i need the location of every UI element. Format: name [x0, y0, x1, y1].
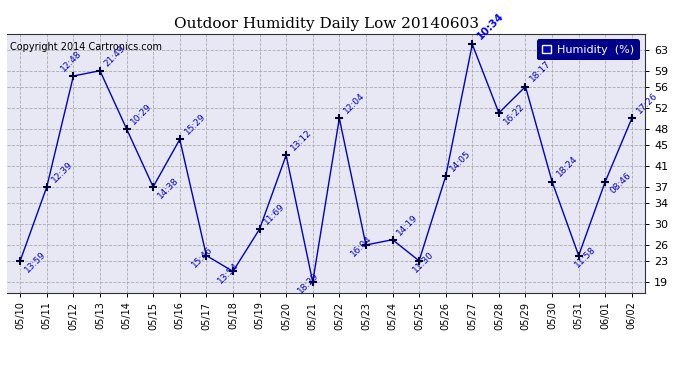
Text: 15:29: 15:29 [183, 112, 207, 136]
Text: 11:30: 11:30 [411, 250, 435, 275]
Legend: Humidity  (%): Humidity (%) [537, 39, 640, 60]
Text: 18:24: 18:24 [555, 154, 580, 179]
Text: 10:34: 10:34 [475, 11, 506, 42]
Text: Copyright 2014 Cartronics.com: Copyright 2014 Cartronics.com [10, 42, 162, 51]
Text: 14:38: 14:38 [156, 176, 181, 201]
Text: 12:39: 12:39 [50, 159, 74, 184]
Text: 18:17: 18:17 [529, 59, 553, 84]
Text: 12:04: 12:04 [342, 91, 366, 116]
Text: 13:12: 13:12 [289, 128, 313, 152]
Title: Outdoor Humidity Daily Low 20140603: Outdoor Humidity Daily Low 20140603 [173, 17, 479, 31]
Text: 14:19: 14:19 [395, 212, 420, 237]
Text: 16:04: 16:04 [349, 234, 374, 259]
Text: 15:46: 15:46 [190, 245, 215, 269]
Text: 11:69: 11:69 [262, 202, 287, 226]
Text: 11:58: 11:58 [573, 245, 598, 269]
Text: 17:26: 17:26 [635, 91, 659, 116]
Text: 08:46: 08:46 [608, 171, 633, 195]
Text: 18:29: 18:29 [296, 271, 321, 296]
Text: 21:49: 21:49 [103, 44, 127, 68]
Text: 13:59: 13:59 [23, 250, 48, 275]
Text: 12:48: 12:48 [59, 49, 84, 73]
Text: 10:29: 10:29 [129, 102, 154, 126]
Text: 13:54: 13:54 [216, 261, 241, 285]
Text: 14:05: 14:05 [448, 149, 473, 174]
Text: 16:22: 16:22 [502, 102, 526, 127]
